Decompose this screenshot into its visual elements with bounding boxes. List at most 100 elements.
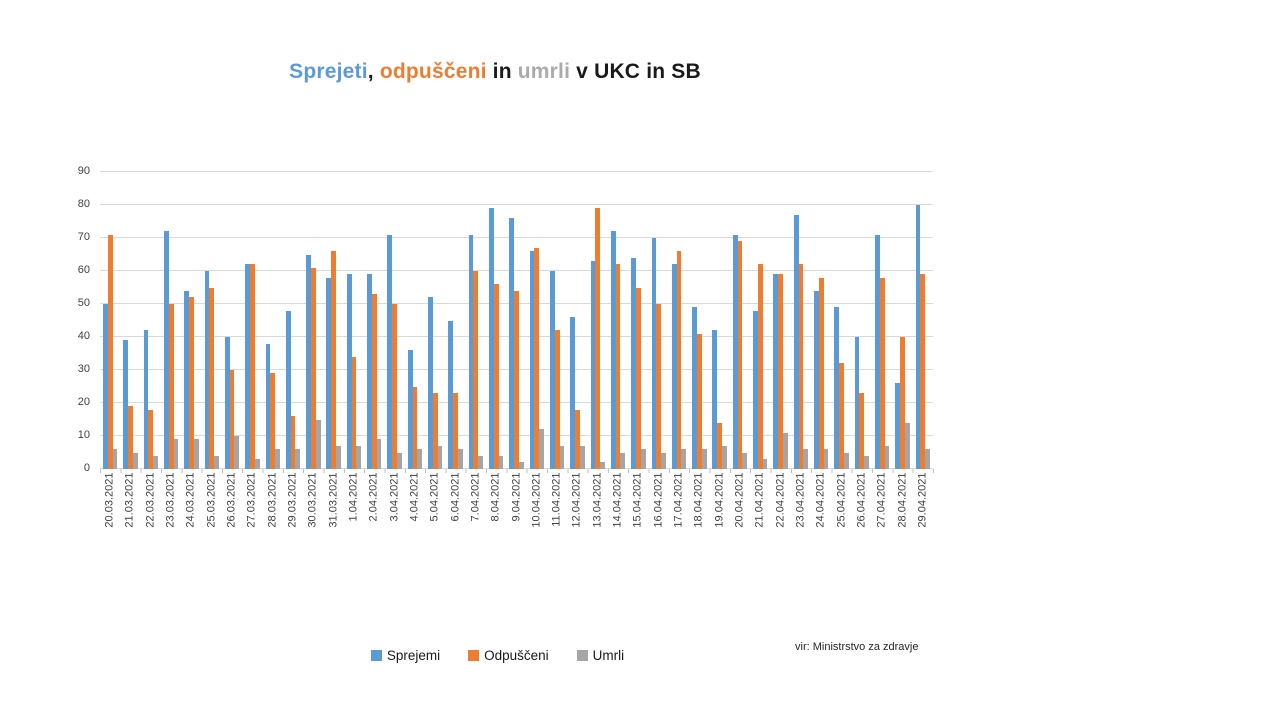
bar-umrli-13.04.2021 <box>600 462 605 469</box>
bar-sprejemi-12.04.2021 <box>570 317 576 469</box>
bar-odpuščeni-16.04.2021 <box>656 304 662 469</box>
bar-umrli-30.03.2021 <box>315 419 321 469</box>
bar-sprejemi-14.04.2021 <box>610 231 616 469</box>
bar-sprejemi-30.03.2021 <box>306 254 311 469</box>
x-axis-label: 12.04.2021 <box>570 472 583 528</box>
bar-sprejemi-25.04.2021 <box>834 307 840 469</box>
x-axis-label: 4.04.2021 <box>408 472 421 522</box>
bar-sprejemi-22.03.2021 <box>143 330 149 469</box>
x-axis-label: 26.04.2021 <box>855 472 868 528</box>
bar-umrli-29.04.2021 <box>925 449 931 469</box>
chart-legend: Sprejemi Odpuščeni Umrli <box>100 648 895 663</box>
bar-umrli-11.04.2021 <box>559 445 565 469</box>
bar-odpuščeni-20.04.2021 <box>737 241 743 469</box>
bar-sprejemi-15.04.2021 <box>631 257 636 469</box>
x-axis-label: 6.04.2021 <box>449 472 462 522</box>
legend-item-odpuščeni: Odpuščeni <box>468 648 549 663</box>
title-part: odpuščeni <box>379 60 487 83</box>
y-axis-label: 30 <box>77 363 90 375</box>
bar-sprejemi-20.04.2021 <box>732 234 738 469</box>
bar-umrli-25.04.2021 <box>843 452 849 469</box>
bar-odpuščeni-19.04.2021 <box>717 422 723 469</box>
bar-sprejemi-7.04.2021 <box>468 234 474 469</box>
bar-sprejemi-17.04.2021 <box>671 264 677 469</box>
bar-umrli-23.03.2021 <box>173 439 179 469</box>
bar-sprejemi-1.04.2021 <box>346 274 352 469</box>
bar-sprejemi-5.04.2021 <box>428 297 433 469</box>
x-axis-label: 20.04.2021 <box>733 472 746 528</box>
legend-label: Odpuščeni <box>484 648 549 663</box>
x-axis-label: 27.04.2021 <box>875 472 888 528</box>
bar-odpuščeni-21.03.2021 <box>128 406 133 469</box>
x-axis-label: 11.04.2021 <box>550 472 563 527</box>
x-axis-label: 28.04.2021 <box>896 472 909 528</box>
x-axis-label: 22.03.2021 <box>144 472 157 528</box>
bar-odpuščeni-2.04.2021 <box>371 294 377 469</box>
bar-umrli-29.03.2021 <box>295 449 301 469</box>
bar-sprejemi-23.03.2021 <box>163 231 169 469</box>
bar-umrli-22.04.2021 <box>783 432 788 469</box>
bar-sprejemi-6.04.2021 <box>448 320 454 469</box>
bar-odpuščeni-14.04.2021 <box>615 264 621 469</box>
bar-umrli-6.04.2021 <box>457 449 463 469</box>
bar-odpuščeni-20.03.2021 <box>107 234 113 469</box>
x-axis-label: 5.04.2021 <box>428 472 441 522</box>
bar-odpuščeni-23.04.2021 <box>798 264 804 469</box>
bar-umrli-20.03.2021 <box>112 449 118 469</box>
title-part: in <box>486 60 518 83</box>
bar-umrli-8.04.2021 <box>498 455 504 469</box>
bar-odpuščeni-6.04.2021 <box>453 393 458 469</box>
bar-umrli-28.04.2021 <box>904 422 910 469</box>
bar-odpuščeni-27.03.2021 <box>249 264 255 469</box>
bar-umrli-24.03.2021 <box>193 439 199 469</box>
bar-umrli-5.04.2021 <box>437 445 443 469</box>
bar-odpuščeni-17.04.2021 <box>676 251 682 469</box>
x-axis-label: 16.04.2021 <box>652 472 665 528</box>
bar-odpuščeni-11.04.2021 <box>554 330 560 469</box>
x-axis-ticks <box>100 469 934 473</box>
bar-sprejemi-8.04.2021 <box>488 208 494 469</box>
y-axis-label: 70 <box>77 231 90 243</box>
legend-label: Umrli <box>592 648 625 663</box>
bar-umrli-24.04.2021 <box>823 449 829 469</box>
bar-umrli-20.04.2021 <box>742 452 748 469</box>
title-part: , <box>367 60 380 83</box>
bar-odpuščeni-30.03.2021 <box>310 267 316 469</box>
x-axis-label: 17.04.2021 <box>672 472 685 528</box>
bar-odpuščeni-29.04.2021 <box>920 274 926 469</box>
x-axis-label: 14.04.2021 <box>611 472 624 528</box>
x-axis-label: 24.04.2021 <box>814 472 827 528</box>
bar-umrli-16.04.2021 <box>661 452 666 469</box>
legend-label: Sprejemi <box>386 648 441 663</box>
x-axis-label: 26.03.2021 <box>225 472 238 528</box>
bar-sprejemi-2.04.2021 <box>367 274 372 469</box>
y-axis-label: 80 <box>77 198 90 210</box>
bar-sprejemi-22.04.2021 <box>773 274 779 469</box>
bar-sprejemi-13.04.2021 <box>590 261 596 469</box>
x-axis-label: 13.04.2021 <box>591 472 604 528</box>
x-axis-label: 1.04.2021 <box>347 472 360 522</box>
y-axis-label: 10 <box>77 429 90 441</box>
x-axis-label: 30.03.2021 <box>306 472 319 528</box>
bar-sprejemi-10.04.2021 <box>529 251 535 469</box>
bar-sprejemi-26.03.2021 <box>224 337 230 469</box>
bar-odpuščeni-13.04.2021 <box>595 208 601 469</box>
bar-umrli-26.03.2021 <box>234 436 240 469</box>
bar-umrli-19.04.2021 <box>722 445 727 469</box>
chart-title: Sprejeti, odpuščeni in umrli v UKC in SB <box>0 60 990 84</box>
bar-umrli-1.04.2021 <box>356 445 362 469</box>
bar-sprejemi-20.03.2021 <box>102 304 108 469</box>
x-axis-label: 29.04.2021 <box>916 472 929 528</box>
bar-odpuščeni-4.04.2021 <box>412 386 418 469</box>
bar-umrli-25.03.2021 <box>214 455 219 469</box>
bar-odpuščeni-8.04.2021 <box>493 284 499 469</box>
x-axis-label: 18.04.2021 <box>692 472 705 528</box>
x-axis-label: 22.04.2021 <box>774 472 787 528</box>
x-axis-label: 25.04.2021 <box>835 472 848 528</box>
x-axis-label: 15.04.2021 <box>631 472 644 528</box>
bar-odpuščeni-10.04.2021 <box>534 247 540 469</box>
bar-umrli-18.04.2021 <box>701 449 707 469</box>
bar-umrli-27.03.2021 <box>254 459 260 469</box>
title-part: umrli <box>517 60 571 83</box>
legend-swatch-icon <box>576 650 588 661</box>
